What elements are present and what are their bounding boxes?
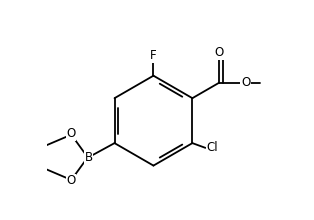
Text: O: O (66, 174, 75, 187)
Text: B: B (84, 151, 93, 164)
Text: O: O (66, 127, 75, 140)
Text: O: O (214, 46, 224, 59)
Text: Cl: Cl (206, 141, 218, 154)
Text: F: F (150, 49, 157, 62)
Text: O: O (241, 76, 250, 89)
